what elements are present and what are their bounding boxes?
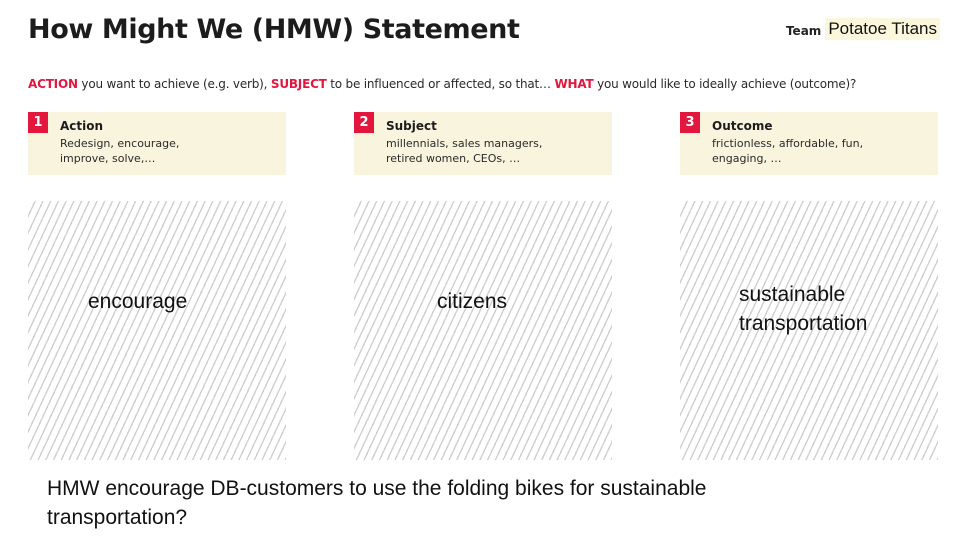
outcome-header: 3 Outcome frictionless, affordable, fun,… — [680, 112, 938, 175]
page-title: How Might We (HMW) Statement — [28, 14, 520, 45]
outcome-desc-line-1: frictionless, affordable, fun, — [712, 137, 864, 150]
outcome-answer-box[interactable]: sustainable transportation — [680, 201, 938, 460]
subject-desc-line-1: millennials, sales managers, — [386, 137, 543, 150]
number-badge-2: 2 — [354, 112, 374, 133]
subject-keyword: SUBJECT — [270, 77, 327, 91]
number-badge-3: 3 — [680, 112, 700, 133]
subject-title: Subject — [386, 119, 437, 133]
action-desc-line-1: Redesign, encourage, — [60, 137, 180, 150]
team-label: Team — [785, 23, 822, 38]
instruction-part-1: you want to achieve (e.g. verb), — [77, 77, 271, 91]
statement-line-2: transportation? — [47, 506, 188, 529]
action-desc-line-2: improve, solve,… — [60, 152, 156, 165]
subject-answer-line-1: citizens — [437, 290, 508, 313]
outcome-description: frictionless, affordable, fun, engaging,… — [712, 136, 932, 166]
team-name-field[interactable]: Potatoe Titans — [825, 18, 940, 40]
what-keyword: WHAT — [554, 77, 594, 91]
outcome-title: Outcome — [712, 119, 773, 133]
outcome-answer-line-1: sustainable — [739, 283, 846, 306]
team-info: Team Potatoe Titans — [786, 18, 940, 40]
outcome-desc-line-2: engaging, … — [712, 152, 782, 165]
action-title: Action — [60, 119, 104, 133]
instruction-part-3: you would like to ideally achieve (outco… — [593, 77, 857, 91]
action-keyword: ACTION — [28, 77, 78, 91]
hmw-statement[interactable]: HMW encourage DB-customers to use the fo… — [47, 474, 847, 532]
action-header: 1 Action Redesign, encourage, improve, s… — [28, 112, 286, 175]
action-description: Redesign, encourage, improve, solve,… — [60, 136, 280, 166]
statement-line-1: HMW encourage DB-customers to use the fo… — [47, 477, 707, 500]
subject-header: 2 Subject millennials, sales managers, r… — [354, 112, 612, 175]
subject-answer-box[interactable]: citizens — [354, 201, 612, 460]
subject-desc-line-2: retired women, CEOs, … — [386, 152, 521, 165]
subject-answer-text: citizens — [437, 287, 507, 316]
outcome-answer-line-2: transportation — [739, 312, 868, 335]
number-badge-1: 1 — [28, 112, 48, 133]
instruction-part-2: to be influenced or affected, so that… — [326, 77, 555, 91]
subject-description: millennials, sales managers, retired wom… — [386, 136, 606, 166]
action-answer-box[interactable]: encourage — [28, 201, 286, 460]
instruction-text: ACTION you want to achieve (e.g. verb), … — [28, 77, 940, 91]
outcome-answer-text: sustainable transportation — [739, 280, 867, 338]
action-answer-line-1: encourage — [88, 290, 188, 313]
action-answer-text: encourage — [88, 287, 187, 316]
